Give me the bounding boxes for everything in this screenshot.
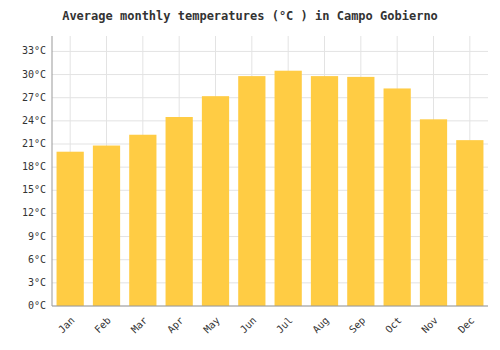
x-tick-label: Oct [383, 315, 404, 336]
y-grid-line [52, 97, 488, 98]
y-tick-label: 21°C [22, 138, 46, 149]
y-tick-label: 18°C [22, 161, 46, 172]
bar [57, 152, 84, 306]
bar [456, 140, 483, 306]
x-tick-label: May [201, 315, 222, 336]
x-tick-label: Mar [129, 315, 150, 336]
y-tick-label: 15°C [22, 184, 46, 195]
bar [384, 88, 411, 306]
bar [311, 76, 338, 306]
bar [275, 71, 302, 306]
grid [52, 36, 488, 306]
bar [129, 135, 156, 306]
bar [166, 117, 193, 306]
bars [57, 71, 484, 306]
bar [238, 76, 265, 306]
y-grid-line [52, 51, 488, 52]
bar [93, 146, 120, 306]
title: Average monthly temperatures (°C ) in Ca… [62, 9, 438, 23]
y-grid-line [52, 306, 488, 307]
x-tick-label: Aug [310, 315, 331, 336]
y-tick-label: 30°C [22, 69, 46, 80]
x-tick-label: Jan [56, 315, 77, 336]
x-tick-label: Jul [274, 315, 295, 336]
y-tick-label: 12°C [22, 207, 46, 218]
x-tick-label: Feb [92, 315, 113, 336]
chart: 0°C 3°C 6°C 9°C 12°C 15°C 18°C 21°C 24°C 27°C 30°C… [0, 0, 500, 350]
y-tick-label: 0°C [28, 300, 46, 311]
chart-container: 0°C 3°C 6°C 9°C 12°C 15°C 18°C 21°C 24°C 27°C 30°C… [0, 0, 500, 350]
bar [202, 96, 229, 306]
bar [420, 119, 447, 306]
y-axis-line [52, 36, 53, 306]
x-tick-label: Apr [165, 315, 186, 336]
y-tick-label: 9°C [28, 231, 46, 242]
x-tick-label: Sep [347, 315, 368, 336]
x-tick-label: Nov [419, 315, 440, 336]
x-tick-label: Jun [238, 315, 259, 336]
y-tick-label: 24°C [22, 115, 46, 126]
y-tick-label: 6°C [28, 254, 46, 265]
bar [347, 77, 374, 306]
y-tick-label: 27°C [22, 92, 46, 103]
x-axis-line [52, 306, 488, 307]
y-tick-label: 3°C [28, 277, 46, 288]
x-tick-label: Dec [456, 315, 477, 336]
y-grid-line [52, 74, 488, 75]
y-tick-label: 33°C [22, 45, 46, 56]
